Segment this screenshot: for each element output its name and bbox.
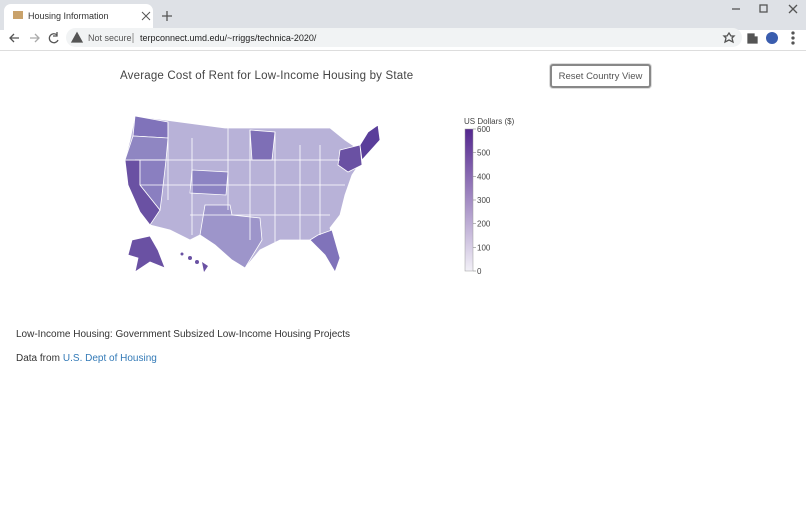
colorbar <box>464 128 474 272</box>
state-or[interactable] <box>124 135 169 161</box>
tab-title: Housing Information <box>28 11 109 21</box>
state-ak[interactable] <box>127 235 166 273</box>
colorbar-tick-label: 400 <box>477 172 491 181</box>
url[interactable]: terpconnect.umd.edu/~rriggs/technica-202… <box>140 33 317 43</box>
address-bar[interactable] <box>66 28 742 47</box>
us-map <box>124 115 381 273</box>
colorbar-tick-label: 600 <box>477 125 491 134</box>
chart-title: Average Cost of Rent for Low-Income Hous… <box>120 70 414 82</box>
colorbar-tick-label: 0 <box>477 267 482 276</box>
state-co[interactable] <box>189 169 229 196</box>
reset-button[interactable]: Reset Country View <box>550 64 651 88</box>
colorbar-title: US Dollars ($) <box>464 117 515 126</box>
state-fl[interactable] <box>309 229 341 273</box>
state-tx[interactable] <box>199 204 263 269</box>
state-ne[interactable] <box>337 144 363 173</box>
security-indicator[interactable]: Not secure <box>88 33 132 43</box>
chrome-icons <box>9 4 798 45</box>
source-prefix: Data from <box>16 353 60 364</box>
source: Data from U.S. Dept of Housing <box>16 353 157 364</box>
colorbar-tick-label: 200 <box>477 220 491 229</box>
state-ma[interactable] <box>359 124 381 161</box>
colorbar-tick-label: 300 <box>477 196 491 205</box>
state-hi[interactable] <box>180 252 209 273</box>
colorbar-tick-label: 500 <box>477 149 491 158</box>
tab[interactable] <box>4 4 153 30</box>
colorbar-tick-label: 100 <box>477 243 491 252</box>
source-link[interactable]: U.S. Dept of Housing <box>62 353 157 364</box>
choropleth-map: US Dollars ($) 0 100 200 300 400 500 600 <box>124 115 515 276</box>
description: Low-Income Housing: Government Subsized … <box>16 329 351 340</box>
state-mn[interactable] <box>249 129 276 161</box>
